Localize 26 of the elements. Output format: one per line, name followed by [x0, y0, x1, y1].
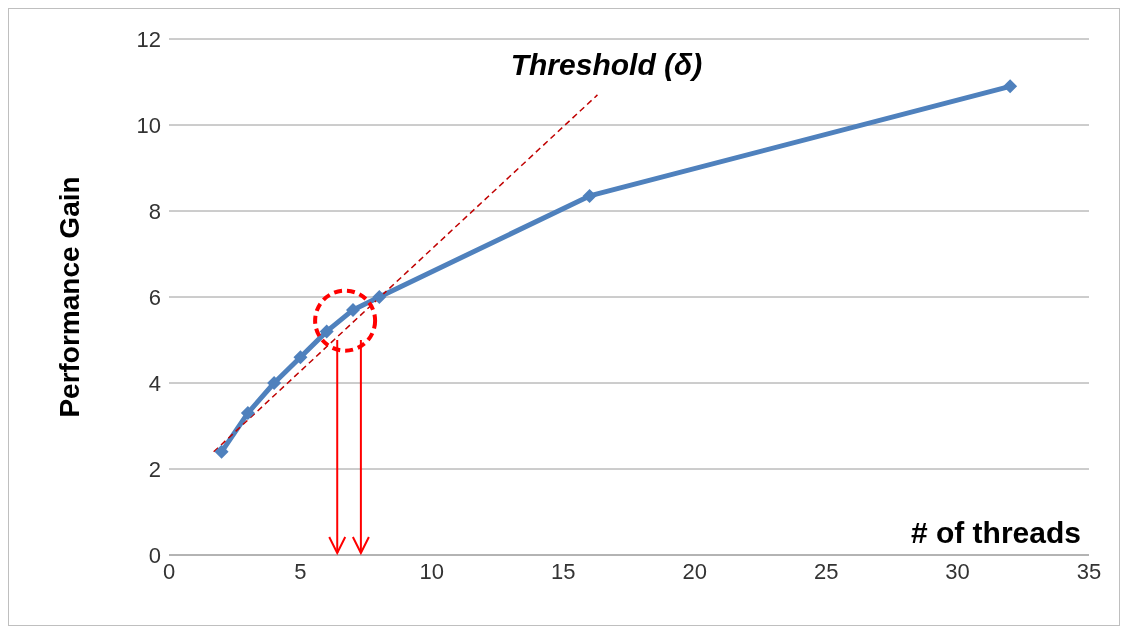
y-axis-title: Performance Gain	[53, 176, 85, 418]
point	[240, 406, 255, 421]
x-tick-label: 30	[945, 558, 970, 584]
point	[293, 350, 308, 365]
annotation: Threshold (δ)	[510, 47, 703, 81]
y-tick-label: 12	[136, 26, 161, 52]
point	[214, 444, 229, 459]
point	[267, 376, 282, 390]
point	[319, 324, 334, 339]
y-tick-label: 6	[148, 284, 161, 310]
x-tick-label: 10	[419, 558, 445, 584]
y-tick-label: 4	[148, 370, 161, 396]
point	[346, 302, 360, 317]
y-tick-label: 10	[136, 112, 161, 138]
point	[1003, 79, 1018, 94]
point	[582, 188, 597, 203]
x-tick-label: 5	[294, 558, 307, 584]
x-tick-label: 20	[682, 558, 707, 584]
x-axis-title: # of threads	[910, 516, 1081, 549]
y-tick-label: 8	[148, 198, 161, 224]
x-tick-label: 35	[1076, 558, 1102, 584]
x-tick-label: 25	[813, 558, 839, 584]
y-tick-label: 0	[148, 542, 161, 568]
point	[372, 290, 387, 304]
y-tick-label: 2	[148, 456, 161, 482]
x-tick-label: 15	[551, 558, 576, 584]
